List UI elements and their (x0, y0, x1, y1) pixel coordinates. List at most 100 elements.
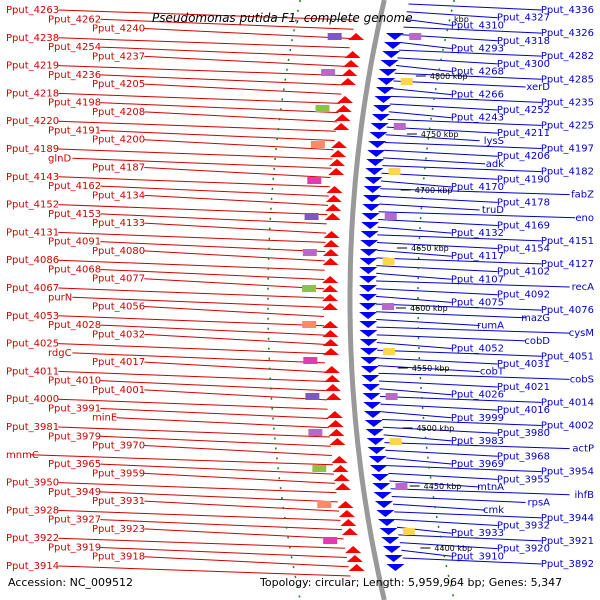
label-leader-line (144, 250, 325, 262)
label-leader-line (378, 211, 576, 219)
gene-label: cysM (569, 328, 594, 339)
reverse-gene-arrow (359, 339, 378, 346)
gene-color-block (409, 33, 422, 40)
gene-label: Pput_4011 (6, 366, 59, 377)
gene-label: Pput_4076 (541, 305, 594, 316)
gene-label: Pput_4056 (92, 302, 145, 313)
gene-label: Pput_4151 (541, 236, 594, 247)
gene-label: Pput_3980 (497, 428, 550, 439)
reverse-gene-arrow (380, 60, 399, 67)
forward-gene-arrow (331, 141, 348, 148)
label-leader-line (376, 334, 526, 342)
kbp-label: 4750 kbp (421, 130, 459, 139)
gene-color-block (307, 177, 322, 184)
reverse-gene-arrow (359, 276, 378, 283)
gene-color-block (305, 393, 320, 400)
gene-label: Pput_3914 (6, 561, 59, 572)
reverse-gene-arrow (359, 294, 378, 301)
reverse-gene-arrow (371, 114, 390, 121)
reverse-gene-arrow (359, 312, 378, 319)
label-leader-line (380, 180, 452, 188)
forward-gene-arrow (344, 51, 361, 58)
gene-label: Pput_4154 (497, 244, 550, 255)
gene-label: Pput_3969 (451, 459, 504, 470)
gene-label: cobD (524, 336, 550, 347)
reverse-gene-arrow (374, 501, 393, 508)
label-leader-line (376, 311, 526, 319)
forward-gene-arrow (346, 555, 363, 562)
label-leader-line (376, 249, 452, 257)
forward-gene-arrow (324, 375, 341, 382)
reverse-gene-arrow (369, 465, 388, 472)
label-leader-line (390, 488, 570, 496)
forward-gene-arrow (332, 465, 349, 472)
label-leader-line (375, 288, 498, 296)
reverse-gene-arrow (364, 177, 383, 184)
outer-ring-left (267, 0, 301, 600)
gene-label: Pput_4187 (92, 163, 145, 174)
label-leader-line (100, 463, 335, 475)
label-leader-line (144, 528, 344, 540)
kbp-label: 4650 kbp (411, 244, 449, 253)
gene-label: Pput_4086 (6, 255, 59, 266)
reverse-gene-arrow (372, 483, 391, 490)
gene-label: Pput_3965 (48, 459, 101, 470)
gene-color-block (400, 78, 413, 85)
gene-label: Pput_4182 (541, 167, 594, 178)
label-leader-line (381, 172, 498, 180)
gene-color-block (304, 213, 319, 220)
label-leader-line (58, 509, 341, 521)
gene-color-block (327, 33, 342, 40)
gene-label: Pput_3955 (497, 474, 550, 485)
label-leader-line (391, 495, 526, 503)
gene-color-block (321, 69, 336, 76)
kbp-label: 4700 kbp (415, 186, 453, 195)
gene-label: Pput_4326 (541, 28, 594, 39)
forward-gene-arrow (333, 474, 350, 481)
label-leader-line (30, 454, 333, 466)
gene-label: Pput_4169 (497, 220, 550, 231)
reverse-gene-arrow (378, 69, 397, 76)
forward-gene-arrow (322, 294, 339, 301)
forward-gene-arrow (333, 123, 350, 130)
forward-gene-arrow (342, 60, 359, 67)
gene-color-block (312, 465, 327, 472)
label-leader-line (58, 92, 340, 104)
reverse-gene-arrow (365, 168, 384, 175)
gene-label: Pput_4080 (92, 246, 145, 257)
forward-gene-arrow (323, 231, 340, 238)
label-leader-line (402, 557, 542, 565)
gene-label: Pput_3950 (6, 478, 59, 489)
gene-label: truD (482, 205, 504, 216)
label-leader-line (144, 167, 331, 179)
label-leader-line (381, 419, 542, 426)
label-leader-line (387, 118, 542, 126)
gene-label: Pput_4091 (48, 237, 101, 248)
kbp-scale: 4800 kbp 4750 kbp 4700 kbp 4650 kbp 4600 kbp… (396, 72, 472, 553)
gene-label: Pput_4001 (92, 385, 145, 396)
label-leader-line (376, 303, 542, 311)
label-leader-line (100, 324, 325, 336)
forward-gene-arrow (331, 456, 348, 463)
label-leader-line (58, 204, 328, 216)
label-leader-line (394, 72, 542, 80)
gene-color-block (323, 537, 338, 544)
reverse-gene-arrow (359, 285, 378, 292)
label-leader-line (378, 218, 498, 226)
label-leader-line (389, 103, 498, 111)
label-leader-line (58, 398, 328, 410)
gene-label: xerD (526, 82, 550, 93)
label-leader-line (383, 157, 486, 165)
gene-label: Pput_4152 (6, 200, 59, 211)
gene-label: Pput_4336 (541, 5, 594, 16)
gene-label: Pput_4252 (497, 105, 550, 116)
gene-label: adk (486, 159, 504, 170)
gene-label: glnD (48, 153, 71, 164)
forward-gene-arrow (330, 150, 347, 157)
reverse-gene-arrow (363, 186, 382, 193)
gene-label: Pput_4134 (92, 190, 145, 201)
forward-gene-arrow (328, 168, 345, 175)
gene-label: Pput_3979 (48, 431, 101, 442)
gene-label: eno (575, 213, 594, 224)
gene-label: Pput_4178 (497, 197, 550, 208)
